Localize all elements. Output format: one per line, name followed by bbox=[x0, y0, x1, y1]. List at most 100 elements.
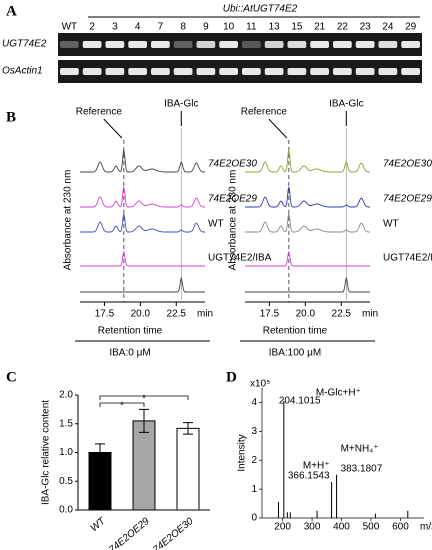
lane-label: 8 bbox=[180, 22, 186, 33]
panel-letter: D bbox=[226, 369, 237, 385]
row-label: UGT74E2 bbox=[2, 39, 47, 50]
gel-band bbox=[355, 41, 375, 48]
peak-ion: M+NH₄⁺ bbox=[341, 443, 379, 454]
reference-label: Reference bbox=[241, 107, 288, 118]
x-tick-label: 74E2OE30 bbox=[151, 516, 196, 550]
x-tick-label: 20.0 bbox=[296, 309, 316, 320]
lane-label: WT bbox=[62, 22, 78, 33]
lane-label: 29 bbox=[405, 22, 417, 33]
arrow bbox=[103, 118, 123, 139]
gel-band bbox=[128, 68, 147, 75]
gel-band bbox=[287, 41, 307, 48]
panel-letter: B bbox=[6, 109, 16, 125]
lane-label: 13 bbox=[269, 22, 281, 33]
gel-row bbox=[58, 33, 422, 56]
x-tick-label: 600 bbox=[392, 522, 409, 533]
product-label: IBA-Glc bbox=[329, 99, 363, 110]
peak-mz: 204.1015 bbox=[279, 396, 321, 407]
product-label: IBA-Glc bbox=[164, 99, 198, 110]
lane-label: 21 bbox=[314, 22, 326, 33]
lane-label: 2 bbox=[89, 22, 95, 33]
significance-mark: * bbox=[120, 401, 124, 412]
chromatogram-trace bbox=[80, 213, 205, 233]
reference-label: Reference bbox=[76, 107, 123, 118]
chromatogram-trace bbox=[80, 276, 205, 293]
x-tick-label: 22.5 bbox=[332, 309, 352, 320]
y-tick-label: 1.5 bbox=[59, 418, 73, 429]
x-tick-label: 74E2OE29 bbox=[107, 516, 152, 550]
chromatogram-trace bbox=[80, 186, 205, 208]
condition-label: IBA:100 μM bbox=[269, 348, 321, 359]
chromatogram-trace bbox=[245, 149, 370, 173]
trace-label: 74E2OE29 bbox=[383, 194, 432, 205]
y-tick-label: 1.0 bbox=[59, 447, 73, 458]
trace-label: 74E2OE30 bbox=[208, 159, 257, 170]
trace-label: 74E2OE29 bbox=[208, 194, 257, 205]
row-label: OsActin1 bbox=[2, 66, 43, 77]
x-tick-label: 17.5 bbox=[260, 309, 280, 320]
bar bbox=[176, 427, 200, 511]
gel-row bbox=[58, 60, 422, 83]
y-tick-label: 2.0 bbox=[59, 390, 73, 401]
y-tick-label: 0.5 bbox=[59, 476, 73, 487]
chromatogram-trace bbox=[80, 149, 205, 173]
significance-mark: * bbox=[142, 394, 146, 405]
significance-bracket bbox=[99, 395, 189, 400]
x-unit: min bbox=[197, 309, 213, 320]
chromatogram-trace bbox=[245, 213, 370, 233]
y-axis-label: Absorbance at 230 nm bbox=[63, 170, 74, 271]
x-axis-label: Retention time bbox=[263, 326, 328, 337]
significance-bracket bbox=[99, 402, 145, 407]
error-bar bbox=[139, 408, 149, 433]
lane-label: 11 bbox=[246, 22, 257, 33]
gel-band bbox=[60, 68, 79, 75]
gel-band bbox=[310, 41, 329, 48]
chromatogram-trace bbox=[245, 250, 370, 267]
gel-band bbox=[333, 68, 352, 75]
gel-band bbox=[333, 41, 352, 48]
gel-band bbox=[151, 41, 170, 48]
y-tick-label: 2 bbox=[251, 455, 257, 466]
gel-band bbox=[82, 68, 102, 75]
gel-band bbox=[60, 41, 79, 48]
gel-band bbox=[242, 68, 261, 75]
gel-band bbox=[128, 41, 147, 48]
gel-band bbox=[378, 68, 398, 75]
x-tick-label: 300 bbox=[304, 522, 321, 533]
arrow bbox=[268, 118, 288, 139]
gel-band bbox=[219, 41, 238, 48]
trace-label: UGT74E2/IBA bbox=[208, 253, 272, 264]
lane-label: 22 bbox=[337, 22, 349, 33]
lane-label: 4 bbox=[135, 22, 141, 33]
y-axis-label: Absorbance at 230 nm bbox=[228, 170, 239, 271]
gel-band bbox=[196, 68, 216, 75]
gel-band bbox=[264, 41, 284, 48]
gel-band bbox=[310, 68, 329, 75]
gel-band bbox=[378, 41, 398, 48]
chromatogram-trace bbox=[80, 250, 205, 267]
x-unit: min bbox=[362, 309, 378, 320]
lane-label: 3 bbox=[112, 22, 118, 33]
gel-band bbox=[105, 68, 125, 75]
gel-band bbox=[151, 68, 170, 75]
peak-mz: 383.1807 bbox=[341, 463, 383, 474]
lane-label: 10 bbox=[223, 22, 235, 33]
trace-label: 74E2OE30 bbox=[383, 159, 432, 170]
gel-band bbox=[264, 68, 284, 75]
gel-band bbox=[355, 68, 375, 75]
trace-label: WT bbox=[383, 219, 399, 230]
panel-letter: C bbox=[6, 369, 17, 385]
gel-band bbox=[82, 41, 102, 48]
gel-band bbox=[401, 68, 420, 75]
gel-band bbox=[219, 68, 238, 75]
error-bar bbox=[183, 422, 193, 435]
chromatogram-trace bbox=[245, 186, 370, 208]
gel-band bbox=[105, 41, 125, 48]
x-tick-label: 17.5 bbox=[95, 309, 115, 320]
gel-band bbox=[242, 41, 261, 48]
y-multiplier: x10⁵ bbox=[250, 379, 270, 390]
x-tick-label: 200 bbox=[274, 522, 291, 533]
y-axis-label: IBA-Glc relative content bbox=[41, 400, 52, 505]
bar bbox=[132, 420, 156, 511]
